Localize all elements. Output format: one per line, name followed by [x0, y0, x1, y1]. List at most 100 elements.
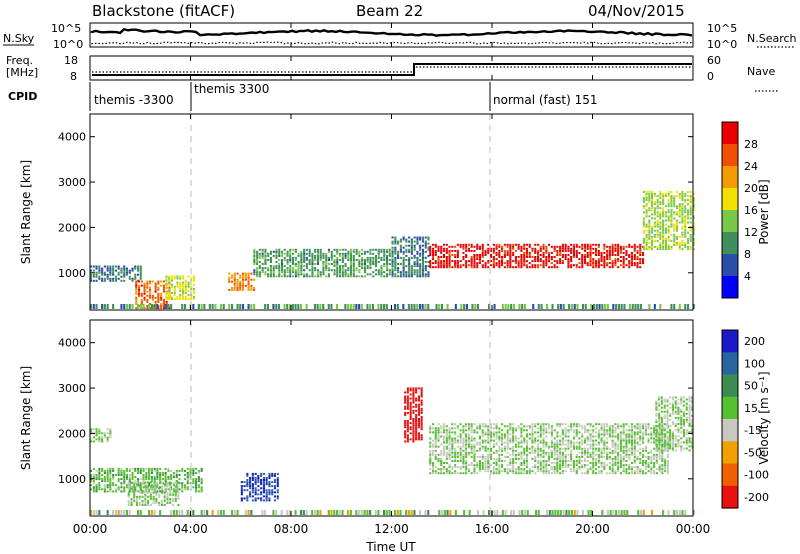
heatmap-cell: [405, 240, 408, 243]
heatmap-cell: [670, 195, 673, 197]
heatmap-cell: [440, 256, 443, 258]
heatmap-cell: [581, 472, 584, 475]
heatmap-cell: [575, 249, 578, 252]
heatmap-cell: [432, 243, 435, 246]
heatmap-cell: [432, 256, 435, 258]
heatmap-cell: [525, 439, 528, 442]
heatmap-cell: [273, 474, 276, 477]
heatmap-cell: [142, 486, 145, 489]
heatmap-cell: [639, 425, 642, 428]
heatmap-cell: [600, 437, 603, 440]
heatmap-cell: [570, 439, 573, 442]
heatmap-cell: [133, 495, 136, 498]
heatmap-cell: [262, 479, 265, 481]
heatmap-cell: [478, 254, 481, 256]
heatmap-cell: [95, 478, 98, 481]
heatmap-cell: [406, 411, 409, 414]
heatmap-cell: [481, 251, 484, 254]
heatmap-cell: [645, 235, 648, 238]
heatmap-cell: [586, 423, 589, 426]
heatmap-cell: [630, 431, 633, 434]
heatmap-cell: [200, 469, 203, 472]
heatmap-cell: [325, 252, 328, 255]
heatmap-cell: [545, 264, 548, 267]
heatmap-cell: [648, 197, 651, 199]
heatmap-cell: [366, 267, 369, 270]
heatmap-cell: [158, 501, 161, 504]
heatmap-cell: [639, 460, 642, 462]
heatmap-cell: [193, 291, 196, 294]
heatmap-cell: [556, 457, 559, 460]
heatmap-cell: [548, 510, 551, 515]
heatmap-cell: [462, 472, 465, 475]
heatmap-cell: [347, 252, 350, 255]
heatmap-cell: [495, 423, 498, 426]
heatmap-cell: [165, 295, 168, 298]
heatmap-cell: [305, 267, 308, 270]
heatmap-cell: [611, 427, 614, 430]
heatmap-cell: [242, 304, 245, 309]
heatmap-cell: [341, 261, 344, 263]
heatmap-cell: [650, 466, 653, 469]
heatmap-cell: [584, 453, 587, 456]
heatmap-cell: [149, 282, 152, 285]
heatmap-cell: [630, 435, 633, 438]
heatmap-cell: [244, 272, 247, 275]
heatmap-cell: [653, 213, 656, 216]
heatmap-cell: [140, 298, 143, 301]
heatmap-cell: [358, 510, 361, 515]
heatmap-cell: [682, 414, 685, 417]
heatmap-cell: [542, 427, 545, 430]
heatmap-cell: [172, 488, 175, 491]
heatmap-cell: [117, 271, 120, 274]
heatmap-cell: [170, 304, 173, 309]
heatmap-cell: [197, 304, 200, 309]
heatmap-cell: [642, 472, 645, 475]
heatmap-cell: [667, 227, 670, 230]
heatmap-cell: [476, 455, 479, 458]
heatmap-cell: [678, 246, 681, 248]
heatmap-cell: [639, 462, 642, 464]
heatmap-cell: [459, 447, 462, 450]
heatmap-cell: [667, 229, 670, 232]
heatmap-cell: [148, 304, 151, 309]
heatmap-cell: [545, 256, 548, 258]
heatmap-cell: [391, 240, 394, 243]
heatmap-cell: [361, 261, 364, 263]
heatmap-cell: [666, 449, 669, 452]
heatmap-cell: [137, 269, 140, 272]
heatmap-cell: [573, 304, 576, 309]
heatmap-cell: [397, 267, 400, 270]
heatmap-cell: [660, 410, 663, 413]
heatmap-cell: [388, 273, 391, 276]
heatmap-cell: [542, 466, 545, 469]
heatmap-cell: [380, 259, 383, 261]
heatmap-cell: [647, 427, 650, 430]
heatmap-cell: [642, 464, 645, 467]
heatmap-cell: [674, 412, 677, 415]
heatmap-cell: [249, 483, 252, 486]
heatmap-cell: [228, 288, 231, 291]
heatmap-cell: [506, 249, 509, 252]
heatmap-cell: [572, 264, 575, 267]
heatmap-cell: [586, 453, 589, 456]
heatmap-cell: [615, 304, 618, 309]
heatmap-cell: [487, 437, 490, 440]
heatmap-cell: [504, 510, 507, 515]
heatmap-cell: [405, 265, 408, 268]
heatmap-cell: [443, 435, 446, 438]
heatmap-cell: [437, 437, 440, 440]
heatmap-cell: [578, 462, 581, 464]
heatmap-cell: [341, 259, 344, 261]
heatmap-cell: [606, 249, 609, 252]
heatmap-cell: [666, 416, 669, 419]
heatmap-cell: [141, 481, 144, 484]
heatmap-cell: [595, 460, 598, 462]
heatmap-cell: [443, 429, 446, 432]
heatmap-cell: [639, 254, 642, 256]
heatmap-cell: [139, 482, 142, 485]
heatmap-cell: [156, 474, 159, 476]
heatmap-cell: [117, 472, 120, 474]
heatmap-cell: [492, 256, 495, 258]
heatmap-cell: [476, 266, 479, 269]
